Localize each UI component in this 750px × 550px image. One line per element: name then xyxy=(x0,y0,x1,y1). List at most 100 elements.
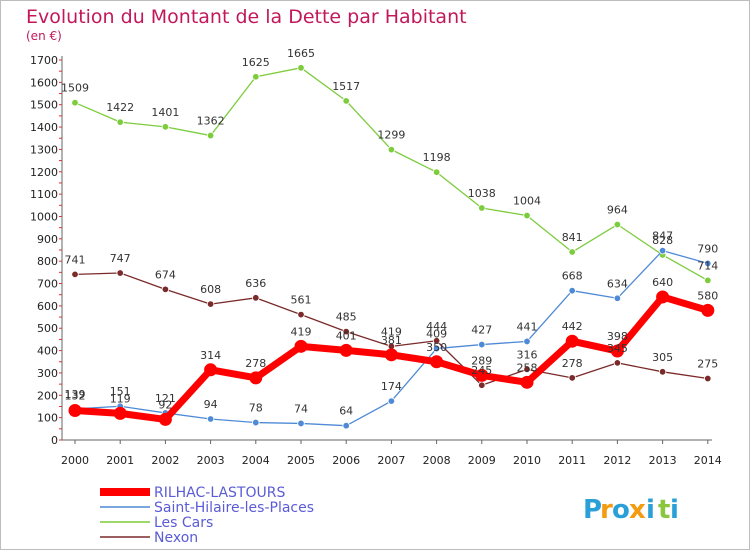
x-tick-label: 2008 xyxy=(423,454,451,467)
series-point xyxy=(204,363,218,377)
data-label: 1665 xyxy=(287,47,315,60)
data-label: 1422 xyxy=(106,101,134,114)
series-point xyxy=(252,73,260,81)
y-tick-label: 300 xyxy=(37,367,58,380)
y-tick-label: 400 xyxy=(37,345,58,358)
series-point xyxy=(387,145,396,154)
legend: RILHAC-LASTOURSSaint-Hilaire-les-PlacesL… xyxy=(100,485,314,546)
data-label: 401 xyxy=(336,329,357,342)
data-label: 398 xyxy=(607,330,628,343)
data-label: 634 xyxy=(607,277,628,290)
y-tick-label: 0 xyxy=(51,434,58,447)
y-tick-label: 100 xyxy=(37,412,58,425)
series-point xyxy=(161,123,170,131)
series-point xyxy=(68,403,82,417)
series-point xyxy=(478,340,486,349)
chart-subtitle: (en €) xyxy=(26,29,62,43)
data-label: 841 xyxy=(562,231,583,244)
series-point xyxy=(520,375,534,389)
logo-letter: i xyxy=(646,495,655,525)
data-label: 92 xyxy=(158,398,172,411)
series-point xyxy=(297,64,305,72)
data-label: 580 xyxy=(697,289,718,302)
x-tick-label: 2001 xyxy=(106,454,134,467)
series-layer xyxy=(68,64,715,430)
data-label: 1401 xyxy=(151,106,179,119)
series-point xyxy=(342,97,350,105)
data-label: 674 xyxy=(155,268,176,281)
y-tick-label: 900 xyxy=(37,233,58,246)
series-point xyxy=(432,168,441,176)
data-label: 121 xyxy=(155,392,176,405)
data-label: 714 xyxy=(697,259,718,272)
series-point xyxy=(658,368,667,376)
series-point xyxy=(523,211,531,220)
data-label: 668 xyxy=(562,270,583,283)
data-label: 278 xyxy=(245,357,266,370)
series-point xyxy=(294,339,308,353)
logo-letter: i xyxy=(670,495,679,525)
data-label: 174 xyxy=(381,380,402,393)
data-label: 1362 xyxy=(197,115,225,128)
x-tick-label: 2007 xyxy=(377,454,405,467)
proxiti-logo: Pr o x i t i xyxy=(583,495,679,525)
y-tick-label: 1300 xyxy=(30,143,58,156)
series-point xyxy=(610,344,624,358)
data-label: 314 xyxy=(200,349,221,362)
series-point xyxy=(206,300,215,308)
data-label: 132 xyxy=(65,389,86,402)
data-label: 350 xyxy=(426,341,447,354)
data-label: 1299 xyxy=(377,129,405,142)
data-label: 427 xyxy=(471,324,492,337)
series-point xyxy=(297,310,305,319)
y-tick-label: 1600 xyxy=(30,76,58,89)
data-label: 561 xyxy=(291,294,312,307)
x-tick-label: 2004 xyxy=(242,454,270,467)
legend-label: RILHAC-LASTOURS xyxy=(154,485,285,501)
data-label: 245 xyxy=(471,364,492,377)
data-label: 419 xyxy=(381,325,402,338)
data-label: 608 xyxy=(200,283,221,296)
data-label: 1625 xyxy=(242,56,270,69)
data-label: 258 xyxy=(517,361,538,374)
data-label: 419 xyxy=(291,325,312,338)
y-tick-label: 1200 xyxy=(30,166,58,179)
data-label: 139 xyxy=(65,388,86,401)
data-label: 828 xyxy=(652,234,673,247)
series-point xyxy=(113,406,127,420)
series-point xyxy=(71,270,79,279)
data-label: 151 xyxy=(110,385,131,398)
data-label: 1004 xyxy=(513,195,541,208)
data-label: 636 xyxy=(245,277,266,290)
y-tick-label: 1700 xyxy=(30,54,58,67)
series-point xyxy=(252,294,260,302)
series-point xyxy=(297,419,305,428)
series-point xyxy=(342,421,350,430)
series-point xyxy=(475,368,489,382)
series-point xyxy=(161,285,170,294)
data-label: 441 xyxy=(517,320,538,333)
logo-letter: x xyxy=(629,495,646,525)
data-label: 747 xyxy=(110,252,131,265)
data-label: 741 xyxy=(65,253,86,266)
series-point xyxy=(478,381,486,389)
y-tick-label: 1400 xyxy=(30,121,58,134)
x-tick-label: 2000 xyxy=(61,454,89,467)
data-label: 119 xyxy=(110,392,131,405)
series-point xyxy=(658,246,667,255)
chart-title: Evolution du Montant de la Dette par Hab… xyxy=(26,6,467,28)
series-point xyxy=(116,269,124,277)
data-label: 381 xyxy=(381,334,402,347)
series-point xyxy=(339,343,353,357)
y-tick-label: 1100 xyxy=(30,188,58,201)
series-point xyxy=(384,348,398,362)
logo-letter: t xyxy=(658,495,670,525)
y-tick-label: 200 xyxy=(37,389,58,402)
data-label: 278 xyxy=(562,357,583,370)
y-tick-label: 1500 xyxy=(30,99,58,112)
data-label: 289 xyxy=(471,354,492,367)
x-tick-label: 2002 xyxy=(151,454,179,467)
data-label: 1198 xyxy=(423,151,451,164)
x-tick-label: 2013 xyxy=(649,454,677,467)
